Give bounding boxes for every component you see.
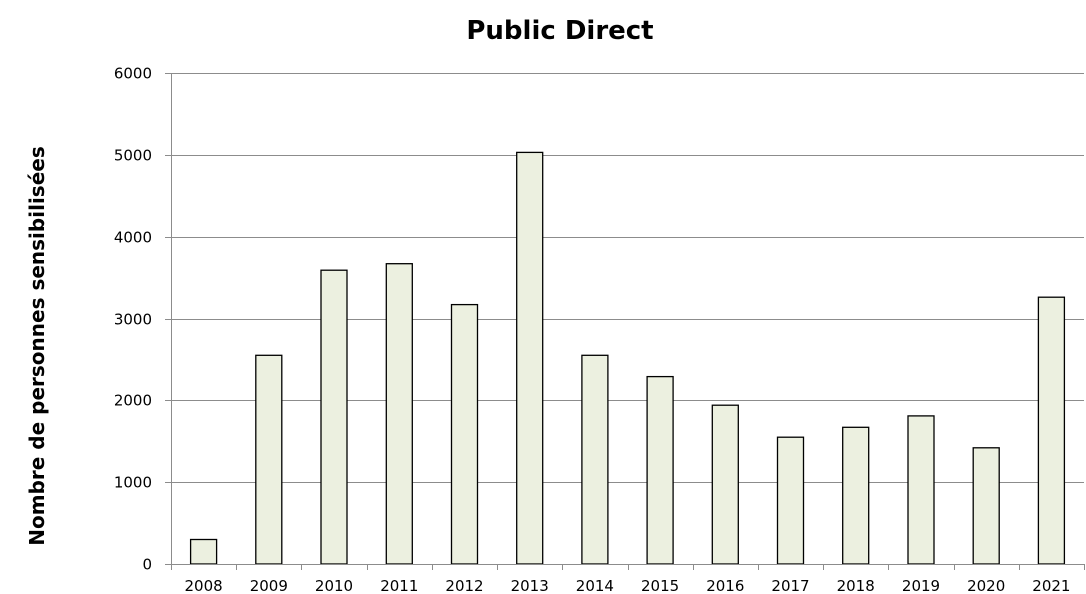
bars [189,151,1066,565]
x-tick-label: 2011 [380,577,418,594]
x-tick-label: 2018 [837,577,875,594]
bar-2013 [516,151,544,565]
x-tick-labels: 2008 2009 2010 2011 2012 2013 2014 2015 2016 2017… [185,577,1071,594]
x-tick-label: 2020 [967,577,1005,594]
bar-2021 [1037,296,1066,565]
x-tick-label: 2019 [902,577,940,594]
bar-2012 [450,303,479,565]
bar-2015 [646,375,674,565]
x-tick-label: 2013 [511,577,549,594]
y-tick-label: 0 [142,556,152,574]
y-tick-label: 3000 [114,311,152,329]
x-tick-label: 2010 [315,577,353,594]
x-tick-label: 2017 [771,577,809,594]
y-tick-label: 6000 [114,65,152,83]
y-axis-label: Nombre de personnes sensibilisées [25,146,49,545]
bar-2017 [776,436,805,565]
bar-2009 [255,354,283,565]
x-tick-label: 2021 [1032,577,1070,594]
bar-2020 [972,447,1000,565]
bar-2010 [320,269,348,565]
bar-2014 [581,354,609,565]
gridlines [171,73,1084,483]
y-tick-label: 2000 [114,392,152,410]
y-tick-label: 1000 [114,474,152,492]
bar-2016 [711,404,739,565]
x-tick-label: 2016 [706,577,744,594]
y-tick-labels: 0 1000 2000 3000 4000 5000 6000 [114,65,152,574]
bar-2019 [907,415,935,565]
x-tick-label: 2009 [250,577,288,594]
axes [165,73,1085,570]
bar-2018 [842,426,870,565]
x-tick-label: 2015 [641,577,679,594]
x-tick-label: 2008 [185,577,223,594]
bar-2011 [385,263,413,565]
bar-2008 [189,538,218,565]
x-tick-label: 2012 [445,577,483,594]
x-tick-label: 2014 [576,577,614,594]
y-tick-label: 5000 [114,147,152,165]
y-tick-label: 4000 [114,229,152,247]
chart-title: Public Direct [466,16,653,46]
